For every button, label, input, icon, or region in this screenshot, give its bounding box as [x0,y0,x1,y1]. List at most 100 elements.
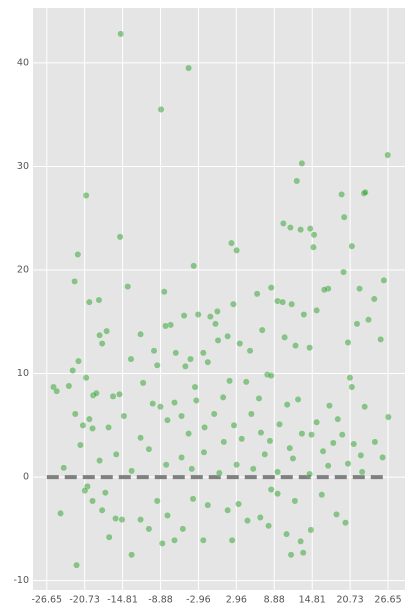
point [230,421,238,429]
point [276,420,283,428]
point [380,276,388,284]
point [206,313,214,321]
point [224,332,232,340]
y-tick-label: -10 [13,575,29,586]
point [344,460,352,468]
point [75,357,82,365]
point [370,295,378,303]
x-tick-label: -8.88 [148,595,173,606]
point [128,551,136,559]
point [224,506,232,514]
point [96,331,104,339]
point [342,519,349,527]
point [289,455,297,462]
point [348,383,356,391]
point [96,457,104,465]
point [137,330,145,338]
point [247,410,255,418]
point [139,379,147,387]
point [109,392,117,400]
y-tick-label: 20 [17,265,29,276]
point [236,340,244,347]
point [79,421,87,429]
point [204,358,212,366]
point [164,511,171,519]
x-tick-label: 20.73 [337,595,364,606]
point [274,468,282,476]
point [283,401,291,409]
point [213,307,221,315]
point [160,288,168,296]
point [82,374,90,382]
point [358,468,366,476]
point [164,416,171,424]
point [172,349,180,357]
point [313,306,321,314]
point [127,355,135,363]
point [294,396,302,403]
point [137,516,145,524]
point [74,251,82,258]
point [242,378,250,386]
point [283,530,290,538]
point [145,445,153,453]
point [267,486,275,493]
point [292,342,299,350]
point [286,224,294,231]
point [89,497,96,505]
point [201,423,209,431]
point [338,431,346,439]
point [255,394,263,402]
point [191,383,199,391]
point [229,300,237,308]
point [265,522,273,530]
y-tick-label: 40 [17,57,29,68]
point [128,467,136,475]
point [145,525,153,533]
x-tick-label: 26.65 [374,595,401,606]
point [309,243,317,251]
point [185,64,193,72]
point [288,300,296,308]
x-tick-label: -26.65 [31,595,62,606]
point [200,448,208,456]
x-tick-label: 2.96 [226,595,247,606]
point [92,389,100,397]
point [274,490,282,498]
point [235,500,242,508]
point [82,191,90,199]
point [300,311,308,318]
x-tick-label: 14.81 [299,595,326,606]
point [365,316,372,324]
point [153,497,161,505]
point [85,298,93,306]
point [215,469,223,477]
point [257,429,265,437]
point [71,277,79,285]
point [350,440,358,448]
point [162,322,169,330]
point [356,285,363,293]
point [253,290,261,298]
point [204,501,212,509]
point [344,339,352,346]
point [210,410,218,418]
point [348,242,356,250]
point [98,340,106,347]
point [308,431,315,439]
point [214,336,222,344]
x-tick-label: 8.88 [264,595,285,606]
point [112,450,120,458]
point [233,246,241,254]
point [340,268,347,276]
point [226,377,234,385]
point [194,311,202,318]
point [244,517,251,525]
point [361,188,369,196]
point [249,465,257,473]
point [297,226,305,234]
point [188,465,196,473]
point [333,510,340,518]
point [76,441,84,449]
point [298,430,306,438]
